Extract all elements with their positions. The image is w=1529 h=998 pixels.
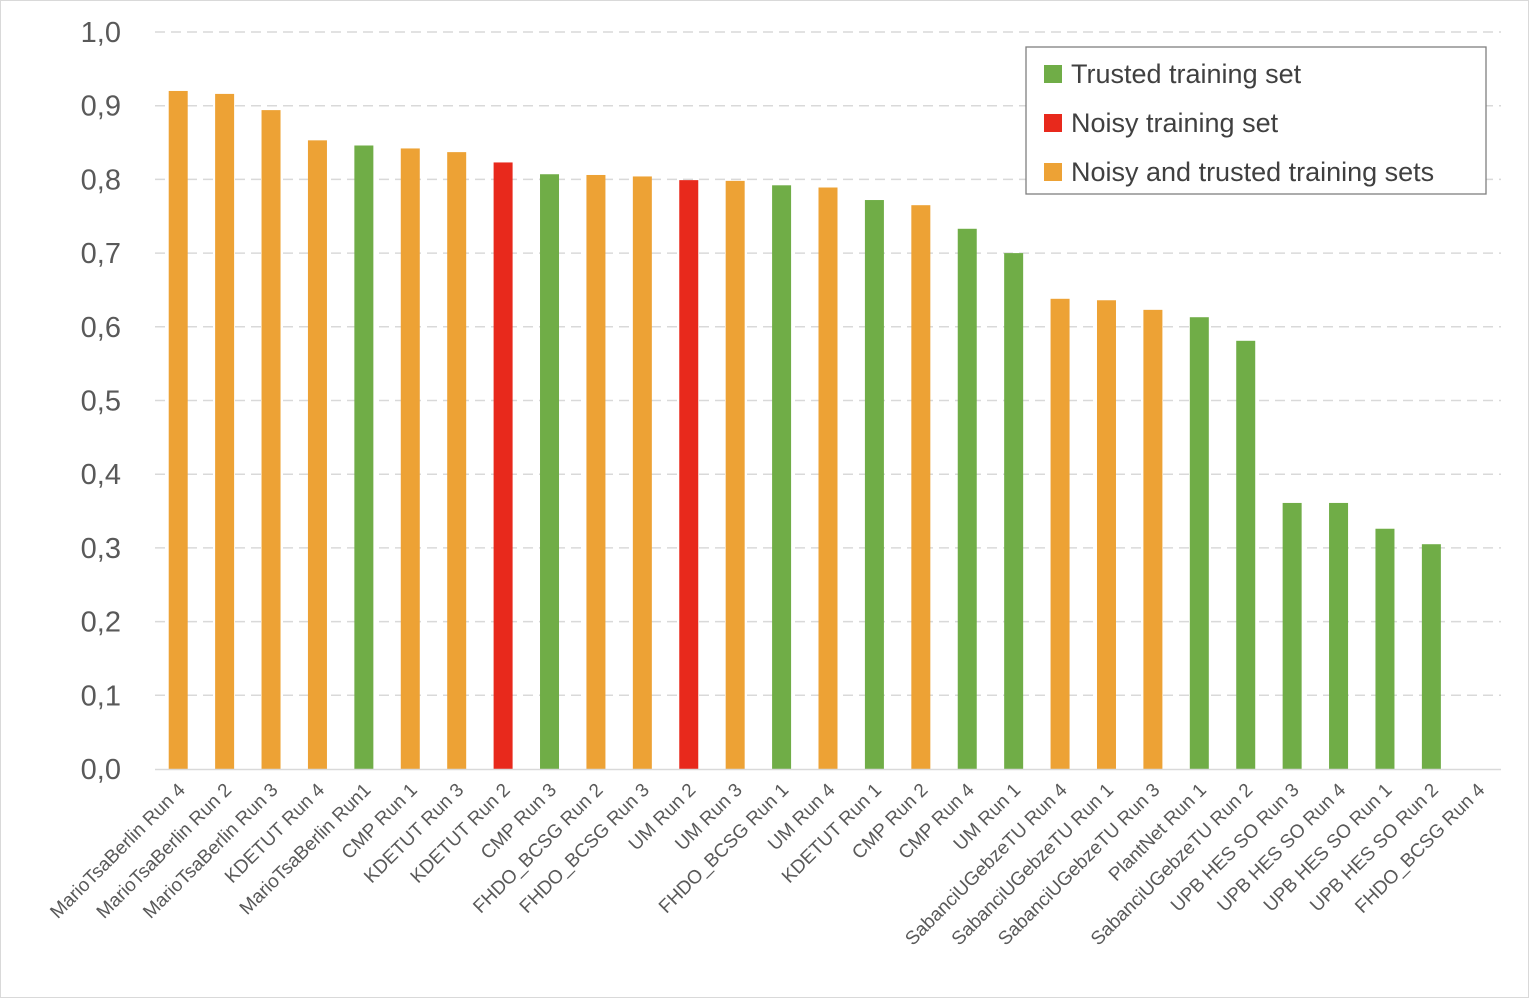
bar (1050, 298, 1070, 769)
legend-label: Trusted training set (1071, 59, 1302, 89)
y-tick-label: 0,0 (81, 754, 121, 786)
legend-label: Noisy and trusted training sets (1071, 157, 1434, 187)
bar (1282, 502, 1302, 769)
legend-box (1025, 46, 1487, 195)
legend: Trusted training set Noisy training set No… (1025, 46, 1487, 195)
y-tick-label: 0,9 (81, 91, 121, 123)
bar (400, 148, 420, 770)
bar (1421, 544, 1441, 769)
bar (1143, 309, 1163, 769)
bar (1329, 502, 1349, 769)
y-tick-label: 0,1 (81, 680, 121, 712)
bar (632, 176, 652, 769)
bar (1189, 317, 1209, 769)
bar (307, 140, 327, 770)
y-axis: 0,0 0,1 0,2 0,3 0,4 0,5 0,6 0,7 0,8 0,9 1,0 (81, 17, 121, 786)
bar (447, 152, 467, 770)
bar (168, 90, 188, 769)
bar (261, 110, 281, 769)
y-tick-label: 0,4 (81, 459, 121, 491)
y-tick-label: 0,8 (81, 164, 121, 196)
bar (354, 145, 374, 770)
bar (818, 187, 838, 769)
legend-swatch (1044, 65, 1062, 83)
bar (586, 174, 606, 769)
bar (215, 93, 235, 769)
y-tick-label: 0,5 (81, 386, 121, 418)
legend-swatch (1044, 114, 1062, 132)
bar (1236, 340, 1256, 769)
bar (911, 205, 931, 769)
y-tick-label: 0,2 (81, 607, 121, 639)
bars (168, 90, 1441, 770)
bar (864, 200, 884, 769)
legend-swatch (1044, 163, 1062, 181)
bar (1375, 528, 1395, 769)
bar (957, 228, 977, 770)
bar (1096, 300, 1116, 769)
bar (1004, 253, 1024, 770)
bar (540, 174, 560, 770)
bar (725, 180, 745, 769)
gridlines (155, 31, 1501, 697)
bar (772, 185, 792, 769)
bar (493, 162, 513, 770)
y-tick-label: 1,0 (81, 17, 121, 49)
y-tick-label: 0,3 (81, 533, 121, 565)
legend-label: Noisy training set (1071, 108, 1279, 138)
y-tick-label: 0,7 (81, 238, 121, 270)
bar (679, 180, 699, 770)
y-tick-label: 0,6 (81, 312, 121, 344)
